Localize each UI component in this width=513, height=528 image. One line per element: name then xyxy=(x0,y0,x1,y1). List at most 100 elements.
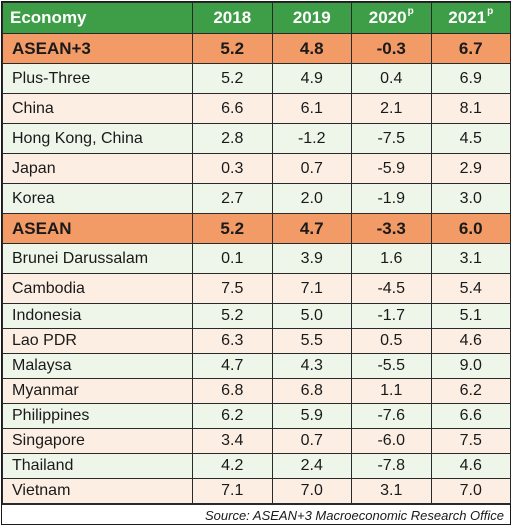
growth-value-2021: 8.1 xyxy=(430,93,511,124)
growth-value-2021: 4.5 xyxy=(430,123,511,154)
economy-name: Indonesia xyxy=(2,303,193,329)
growth-value-2021: 4.6 xyxy=(430,453,511,479)
growth-value-2019: 4.8 xyxy=(271,33,352,64)
economy-name: Plus-Three xyxy=(2,63,193,94)
growth-value-2019: 2.0 xyxy=(271,183,352,214)
table-row: Japan 0.3 0.7 -5.9 2.9 xyxy=(2,153,511,184)
growth-value-2021: 5.1 xyxy=(430,303,511,329)
economy-name: Myanmar xyxy=(2,378,193,404)
growth-value-2021: 6.7 xyxy=(430,33,511,64)
economy-name: Brunei Darussalam xyxy=(2,243,193,274)
economy-name: Thailand xyxy=(2,453,193,479)
table-header-row: Economy 2018 2019 2020p 2021p xyxy=(2,2,511,34)
table-row: Philippines 6.2 5.9 -7.6 6.6 xyxy=(2,403,511,429)
growth-value-2019: 5.0 xyxy=(271,303,352,329)
growth-value-2021: 7.5 xyxy=(430,428,511,454)
growth-value-2020: -6.0 xyxy=(351,428,432,454)
table-row: Korea 2.7 2.0 -1.9 3.0 xyxy=(2,183,511,214)
growth-value-2018: 6.3 xyxy=(192,328,273,354)
growth-value-2020: -1.9 xyxy=(351,183,432,214)
growth-value-2021: 6.0 xyxy=(430,213,511,244)
growth-value-2020: 3.1 xyxy=(351,478,432,504)
growth-value-2019: 6.1 xyxy=(271,93,352,124)
table-row: Thailand 4.2 2.4 -7.8 4.6 xyxy=(2,453,511,479)
header-year-2021: 2021p xyxy=(430,2,511,34)
header-economy: Economy xyxy=(2,2,193,34)
header-year-2019: 2019 xyxy=(271,2,352,34)
growth-value-2019: -1.2 xyxy=(271,123,352,154)
growth-value-2018: 6.6 xyxy=(192,93,273,124)
growth-value-2019: 6.8 xyxy=(271,378,352,404)
growth-value-2021: 6.2 xyxy=(430,378,511,404)
growth-value-2018: 4.7 xyxy=(192,353,273,379)
table-row: Vietnam 7.1 7.0 3.1 7.0 xyxy=(2,478,511,504)
table-group-row: ASEAN 5.2 4.7 -3.3 6.0 xyxy=(2,213,511,244)
economy-name: Hong Kong, China xyxy=(2,123,193,154)
growth-value-2020: 1.1 xyxy=(351,378,432,404)
growth-value-2019: 5.9 xyxy=(271,403,352,429)
economy-name: Malaysa xyxy=(2,353,193,379)
growth-value-2020: -5.9 xyxy=(351,153,432,184)
growth-value-2020: -1.7 xyxy=(351,303,432,329)
growth-value-2018: 7.1 xyxy=(192,478,273,504)
economy-name: Korea xyxy=(2,183,193,214)
table-row: China 6.6 6.1 2.1 8.1 xyxy=(2,93,511,124)
growth-value-2020: -3.3 xyxy=(351,213,432,244)
growth-value-2018: 5.2 xyxy=(192,63,273,94)
growth-value-2019: 0.7 xyxy=(271,153,352,184)
growth-value-2020: -0.3 xyxy=(351,33,432,64)
growth-value-2020: -5.5 xyxy=(351,353,432,379)
projection-marker: p xyxy=(407,6,414,18)
growth-value-2018: 0.3 xyxy=(192,153,273,184)
header-year-label: 2018 xyxy=(213,8,252,27)
growth-value-2018: 7.5 xyxy=(192,273,273,304)
table-row: Singapore 3.4 0.7 -6.0 7.5 xyxy=(2,428,511,454)
growth-value-2019: 4.9 xyxy=(271,63,352,94)
growth-value-2018: 0.1 xyxy=(192,243,273,274)
growth-value-2018: 2.7 xyxy=(192,183,273,214)
growth-value-2018: 5.2 xyxy=(192,213,273,244)
growth-value-2018: 2.8 xyxy=(192,123,273,154)
growth-value-2020: 0.5 xyxy=(351,328,432,354)
growth-value-2020: -7.5 xyxy=(351,123,432,154)
growth-value-2019: 7.0 xyxy=(271,478,352,504)
growth-value-2021: 4.6 xyxy=(430,328,511,354)
growth-value-2020: -7.6 xyxy=(351,403,432,429)
header-year-2018: 2018 xyxy=(192,2,273,34)
gdp-growth-table: Economy 2018 2019 2020p 2021p ASEAN+3 5.2… xyxy=(2,2,511,504)
growth-value-2021: 6.6 xyxy=(430,403,511,429)
growth-value-2019: 4.7 xyxy=(271,213,352,244)
growth-value-2018: 4.2 xyxy=(192,453,273,479)
growth-value-2018: 3.4 xyxy=(192,428,273,454)
economy-name: Cambodia xyxy=(2,273,193,304)
growth-value-2019: 5.5 xyxy=(271,328,352,354)
growth-value-2020: 1.6 xyxy=(351,243,432,274)
economy-name: ASEAN+3 xyxy=(2,33,193,64)
header-year-2020: 2020p xyxy=(351,2,432,34)
growth-value-2018: 6.2 xyxy=(192,403,273,429)
table-row: Indonesia 5.2 5.0 -1.7 5.1 xyxy=(2,303,511,329)
table-row: Cambodia 7.5 7.1 -4.5 5.4 xyxy=(2,273,511,304)
growth-value-2020: 0.4 xyxy=(351,63,432,94)
growth-value-2019: 3.9 xyxy=(271,243,352,274)
economy-name: Singapore xyxy=(2,428,193,454)
growth-value-2021: 2.9 xyxy=(430,153,511,184)
header-year-label: 2021 xyxy=(448,8,487,27)
growth-value-2019: 4.3 xyxy=(271,353,352,379)
growth-value-2019: 0.7 xyxy=(271,428,352,454)
growth-value-2018: 5.2 xyxy=(192,303,273,329)
growth-value-2021: 6.9 xyxy=(430,63,511,94)
table-body: ASEAN+3 5.2 4.8 -0.3 6.7 Plus-Three 5.2 4.9 0.4 6… xyxy=(2,33,511,504)
header-year-label: 2019 xyxy=(292,8,331,27)
growth-value-2021: 9.0 xyxy=(430,353,511,379)
source-note: Source: ASEAN+3 Macroeconomic Research O… xyxy=(2,504,510,528)
header-year-label: 2020 xyxy=(368,8,407,27)
table-row: Hong Kong, China 2.8 -1.2 -7.5 4.5 xyxy=(2,123,511,154)
growth-value-2021: 3.0 xyxy=(430,183,511,214)
table-group-row: ASEAN+3 5.2 4.8 -0.3 6.7 xyxy=(2,33,511,64)
growth-value-2019: 2.4 xyxy=(271,453,352,479)
table-row: Plus-Three 5.2 4.9 0.4 6.9 xyxy=(2,63,511,94)
economy-name: China xyxy=(2,93,193,124)
table-row: Myanmar 6.8 6.8 1.1 6.2 xyxy=(2,378,511,404)
